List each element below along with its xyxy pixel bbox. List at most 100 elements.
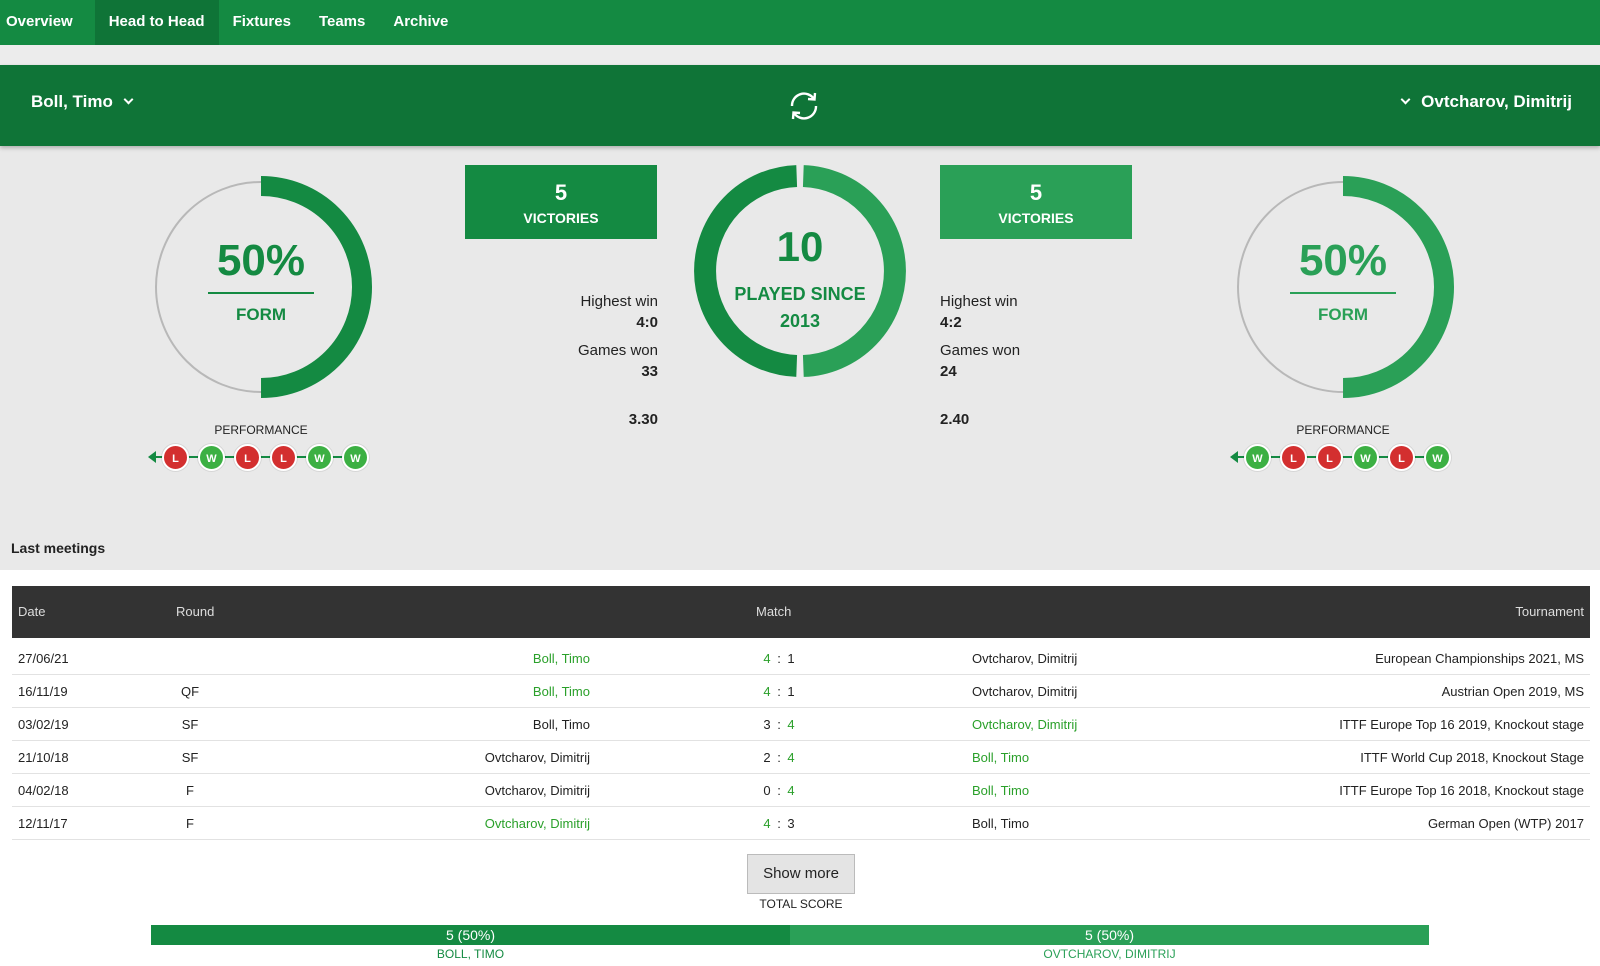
match-tournament[interactable]: ITTF Europe Top 16 2018, Knockout stage [1339,783,1584,798]
arrow-left-icon [1230,451,1238,463]
match-away-player[interactable]: Ovtcharov, Dimitrij [972,684,1078,699]
highest-win-label-left: Highest win [580,293,658,310]
match-home-score: 4 [763,816,771,831]
form-gauge-right [1237,176,1455,398]
score-separator: : [777,684,781,699]
match-tournament[interactable]: German Open (WTP) 2017 [1427,816,1584,831]
score-separator: : [777,750,781,765]
match-home-player[interactable]: Boll, Timo [532,717,590,732]
score-separator: : [777,651,781,666]
form-label-left: FORM [235,305,287,324]
match-home-score: 0 [763,783,771,798]
form-gauge-left [155,176,373,398]
col-date[interactable]: Date [18,604,46,619]
played-since-label: PLAYED SINCE 2013 [694,281,906,335]
total-score-bar-right: 5 (50%) [790,925,1429,945]
match-away-score: 1 [787,651,795,666]
performance-loss: L [1280,444,1307,471]
chevron-down-icon [1400,94,1411,104]
table-row[interactable]: 21/10/18 SF Ovtcharov, Dimitrij 2:4 Boll, Ti… [12,741,1590,774]
tab-archive[interactable]: Archive [393,13,449,30]
match-away-player[interactable]: Ovtcharov, Dimitrij [972,651,1078,666]
match-date: 21/10/18 [18,750,69,765]
match-round: F [186,816,194,831]
col-match[interactable]: Match [756,604,792,619]
games-won-right: 24 [940,363,957,380]
match-away-player[interactable]: Boll, Timo [972,783,1030,798]
top-nav: Overview Head to Head Fixtures Teams Arc… [0,0,1600,45]
match-date: 04/02/18 [18,783,69,798]
nav-spacer [0,45,1600,65]
swap-players-icon[interactable] [787,89,821,123]
extra-value-left: 3.30 [628,411,658,428]
form-ring-left: 50% FORM [146,172,376,402]
match-home-player[interactable]: Ovtcharov, Dimitrij [484,750,590,765]
highest-win-left: 4:0 [636,314,658,331]
stats-left: Highest win 4:0 Games won 33 3.30 [458,293,658,428]
match-away-player[interactable]: Ovtcharov, Dimitrij [972,717,1078,732]
total-score-bar-left: 5 (50%) [151,925,790,945]
match-round: F [186,783,194,798]
performance-label-left: PERFORMANCE [214,423,308,437]
tab-fixtures[interactable]: Fixtures [232,13,291,30]
table-row[interactable]: 03/02/19 SF Boll, Timo 3:4 Ovtcharov, Dimitr… [12,708,1590,741]
stats-right: Highest win 4:2 Games won 24 2.40 [940,293,1140,428]
performance-loss: L [1388,444,1415,471]
victories-count-right: 5 [1029,180,1043,205]
match-tournament[interactable]: European Championships 2021, MS [1375,651,1584,666]
score-separator: : [777,717,781,732]
match-home-player[interactable]: Boll, Timo [532,651,590,666]
match-round: SF [181,750,199,765]
table-row[interactable]: 04/02/18 F Ovtcharov, Dimitrij 0:4 Boll, Tim… [12,774,1590,807]
form-label-right: FORM [1317,305,1369,324]
player-bar: Boll, Timo Ovtcharov, Dimitrij [0,65,1600,146]
victories-count-left: 5 [554,180,568,205]
match-away-player[interactable]: Boll, Timo [972,750,1030,765]
table-row[interactable]: 12/11/17 F Ovtcharov, Dimitrij 4:3 Boll, Tim… [12,807,1590,840]
match-away-score: 4 [787,783,795,798]
form-ring-right: 50% FORM [1228,172,1458,402]
form-divider-left [208,292,314,294]
match-home-player[interactable]: Ovtcharov, Dimitrij [484,783,590,798]
performance-win: W [342,444,369,471]
match-home-player[interactable]: Boll, Timo [532,684,590,699]
match-away-score: 3 [787,816,795,831]
games-won-label-left: Games won [577,342,658,359]
chevron-down-icon [123,94,134,104]
match-date: 03/02/19 [18,717,69,732]
score-separator: : [777,783,781,798]
tab-head-to-head[interactable]: Head to Head [94,0,219,45]
col-round[interactable]: Round [176,604,215,619]
match-tournament[interactable]: ITTF World Cup 2018, Knockout Stage [1360,750,1584,765]
match-away-player[interactable]: Boll, Timo [972,816,1030,831]
performance-label-right: PERFORMANCE [1296,423,1390,437]
player-right-name: Ovtcharov, Dimitrij [1421,92,1572,111]
matches-played-donut: 10 PLAYED SINCE 2013 [694,165,906,377]
form-arc-right [1342,176,1455,398]
show-more-button[interactable]: Show more [747,854,855,894]
victories-label-left: VICTORIES [523,210,599,226]
tab-overview[interactable]: Overview [6,13,73,30]
performance-loss: L [270,444,297,471]
form-divider-right [1290,292,1396,294]
tab-teams[interactable]: Teams [318,13,366,30]
col-tournament[interactable]: Tournament [1515,604,1584,619]
games-won-label-right: Games won [940,342,1021,359]
player-left-select[interactable]: Boll, Timo [31,92,144,112]
total-score-label: TOTAL SCORE [759,897,843,911]
player-right-select[interactable]: Ovtcharov, Dimitrij [1390,92,1572,112]
victories-box-right: 5 VICTORIES [940,165,1132,239]
matches-played-count: 10 [776,223,824,270]
performance-win: W [1352,444,1379,471]
match-tournament[interactable]: Austrian Open 2019, MS [1441,684,1584,699]
player-left-name: Boll, Timo [31,92,113,111]
match-tournament[interactable]: ITTF Europe Top 16 2019, Knockout stage [1339,717,1584,732]
match-away-score: 4 [787,717,795,732]
match-date: 27/06/21 [18,651,69,666]
table-row[interactable]: 16/11/19 QF Boll, Timo 4:1 Ovtcharov, Dimitr… [12,675,1590,708]
donut-graphic [694,165,906,377]
match-home-score: 2 [763,750,771,765]
table-row[interactable]: 27/06/21 Boll, Timo 4:1 Ovtcharov, Dimitrij… [12,642,1590,675]
match-round: SF [181,717,199,732]
match-home-player[interactable]: Ovtcharov, Dimitrij [484,816,590,831]
